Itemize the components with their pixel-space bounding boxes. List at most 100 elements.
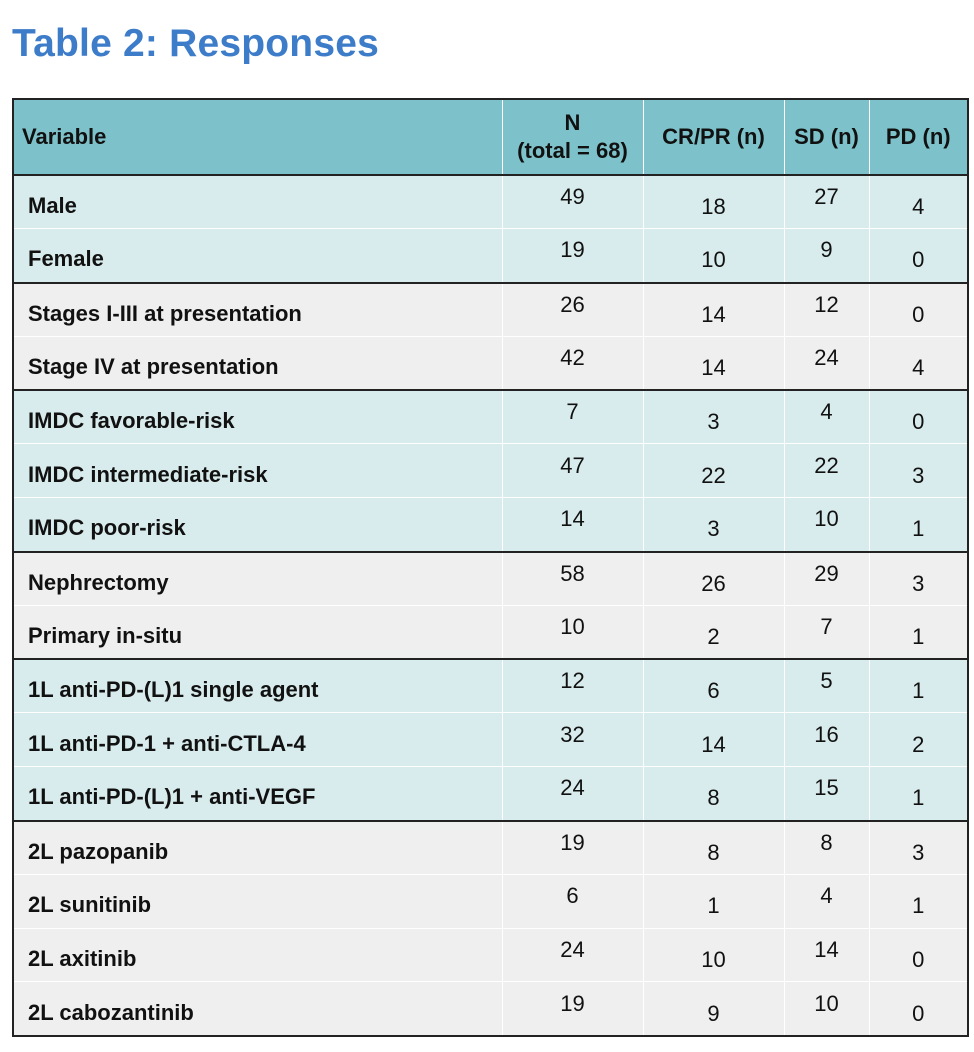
cell-variable: Primary in-situ bbox=[13, 605, 503, 660]
cell-pd: 0 bbox=[869, 281, 968, 337]
cell-n: 6 bbox=[502, 874, 644, 929]
cell-sd: 4 bbox=[784, 874, 870, 929]
cell-pd: 4 bbox=[869, 336, 968, 391]
cell-n: 58 bbox=[502, 550, 644, 606]
cell-crpr: 22 bbox=[643, 443, 785, 499]
cell-sd: 8 bbox=[784, 819, 870, 875]
cell-variable: 1L anti-PD-1 + anti-CTLA-4 bbox=[13, 712, 503, 768]
cell-pd: 1 bbox=[869, 658, 968, 714]
table-row: Nephrectomy 58 26 29 3 bbox=[13, 550, 968, 606]
cell-variable: Stage IV at presentation bbox=[13, 336, 503, 391]
cell-crpr: 8 bbox=[643, 766, 785, 822]
cell-pd: 1 bbox=[869, 766, 968, 822]
table-row: Female 19 10 9 0 bbox=[13, 228, 968, 284]
cell-n: 19 bbox=[502, 228, 644, 284]
cell-pd: 1 bbox=[869, 497, 968, 553]
cell-crpr: 14 bbox=[643, 712, 785, 768]
header-variable: Variable bbox=[13, 99, 503, 176]
cell-n: 32 bbox=[502, 712, 644, 768]
cell-pd: 2 bbox=[869, 712, 968, 768]
table-row: 1L anti-PD-1 + anti-CTLA-4 32 14 16 2 bbox=[13, 712, 968, 768]
table-row: IMDC poor-risk 14 3 10 1 bbox=[13, 497, 968, 553]
cell-crpr: 8 bbox=[643, 819, 785, 875]
responses-table: Variable N (total = 68) CR/PR (n) SD (n)… bbox=[12, 98, 969, 1037]
cell-n: 19 bbox=[502, 819, 644, 875]
cell-variable: Male bbox=[13, 175, 503, 230]
cell-crpr: 26 bbox=[643, 550, 785, 606]
cell-n: 12 bbox=[502, 658, 644, 714]
cell-n: 7 bbox=[502, 389, 644, 445]
table-row: 2L sunitinib 6 1 4 1 bbox=[13, 874, 968, 929]
cell-sd: 10 bbox=[784, 497, 870, 553]
cell-sd: 29 bbox=[784, 550, 870, 606]
cell-pd: 4 bbox=[869, 175, 968, 230]
cell-crpr: 2 bbox=[643, 605, 785, 660]
table-row: Male 49 18 27 4 bbox=[13, 175, 968, 230]
cell-crpr: 10 bbox=[643, 928, 785, 983]
cell-crpr: 3 bbox=[643, 497, 785, 553]
cell-sd: 9 bbox=[784, 228, 870, 284]
header-crpr: CR/PR (n) bbox=[643, 99, 785, 176]
cell-sd: 12 bbox=[784, 281, 870, 337]
table-row: 1L anti-PD-(L)1 + anti-VEGF 24 8 15 1 bbox=[13, 766, 968, 822]
cell-variable: 1L anti-PD-(L)1 single agent bbox=[13, 658, 503, 714]
cell-variable: 2L sunitinib bbox=[13, 874, 503, 929]
cell-sd: 24 bbox=[784, 336, 870, 391]
cell-n: 24 bbox=[502, 766, 644, 822]
cell-pd: 0 bbox=[869, 981, 968, 1037]
table-row: 2L pazopanib 19 8 8 3 bbox=[13, 819, 968, 875]
cell-pd: 0 bbox=[869, 928, 968, 983]
table-body: Male 49 18 27 4 Female 19 10 9 0 Stages I-III at p… bbox=[13, 175, 968, 1037]
cell-n: 14 bbox=[502, 497, 644, 553]
table-row: IMDC favorable-risk 7 3 4 0 bbox=[13, 389, 968, 445]
cell-pd: 0 bbox=[869, 228, 968, 284]
table-header-row: Variable N (total = 68) CR/PR (n) SD (n)… bbox=[13, 99, 968, 176]
table-row: IMDC intermediate-risk 47 22 22 3 bbox=[13, 443, 968, 499]
cell-crpr: 18 bbox=[643, 175, 785, 230]
cell-variable: 1L anti-PD-(L)1 + anti-VEGF bbox=[13, 766, 503, 822]
cell-variable: Female bbox=[13, 228, 503, 284]
cell-sd: 5 bbox=[784, 658, 870, 714]
page-title: Table 2: Responses bbox=[12, 22, 379, 65]
cell-pd: 3 bbox=[869, 550, 968, 606]
cell-n: 10 bbox=[502, 605, 644, 660]
table-row: Stage IV at presentation 42 14 24 4 bbox=[13, 336, 968, 391]
cell-variable: 2L cabozantinib bbox=[13, 981, 503, 1037]
cell-n: 26 bbox=[502, 281, 644, 337]
cell-variable: 2L axitinib bbox=[13, 928, 503, 983]
cell-pd: 1 bbox=[869, 874, 968, 929]
cell-crpr: 14 bbox=[643, 281, 785, 337]
cell-sd: 10 bbox=[784, 981, 870, 1037]
table-row: 2L axitinib 24 10 14 0 bbox=[13, 928, 968, 983]
cell-crpr: 9 bbox=[643, 981, 785, 1037]
table-row: Primary in-situ 10 2 7 1 bbox=[13, 605, 968, 660]
header-n-line1: N bbox=[564, 110, 581, 135]
cell-n: 49 bbox=[502, 175, 644, 230]
cell-sd: 4 bbox=[784, 389, 870, 445]
cell-sd: 14 bbox=[784, 928, 870, 983]
header-sd: SD (n) bbox=[784, 99, 870, 176]
cell-crpr: 3 bbox=[643, 389, 785, 445]
cell-variable: IMDC intermediate-risk bbox=[13, 443, 503, 499]
cell-n: 24 bbox=[502, 928, 644, 983]
cell-variable: IMDC poor-risk bbox=[13, 497, 503, 553]
cell-variable: IMDC favorable-risk bbox=[13, 389, 503, 445]
cell-variable: Stages I-III at presentation bbox=[13, 281, 503, 337]
cell-sd: 7 bbox=[784, 605, 870, 660]
header-n: N (total = 68) bbox=[502, 99, 644, 176]
cell-pd: 0 bbox=[869, 389, 968, 445]
cell-crpr: 10 bbox=[643, 228, 785, 284]
cell-variable: Nephrectomy bbox=[13, 550, 503, 606]
header-pd: PD (n) bbox=[869, 99, 968, 176]
table-row: 2L cabozantinib 19 9 10 0 bbox=[13, 981, 968, 1037]
cell-sd: 27 bbox=[784, 175, 870, 230]
cell-variable: 2L pazopanib bbox=[13, 819, 503, 875]
cell-crpr: 6 bbox=[643, 658, 785, 714]
cell-pd: 1 bbox=[869, 605, 968, 660]
cell-n: 19 bbox=[502, 981, 644, 1037]
cell-crpr: 14 bbox=[643, 336, 785, 391]
cell-n: 47 bbox=[502, 443, 644, 499]
table-row: 1L anti-PD-(L)1 single agent 12 6 5 1 bbox=[13, 658, 968, 714]
cell-sd: 22 bbox=[784, 443, 870, 499]
cell-crpr: 1 bbox=[643, 874, 785, 929]
